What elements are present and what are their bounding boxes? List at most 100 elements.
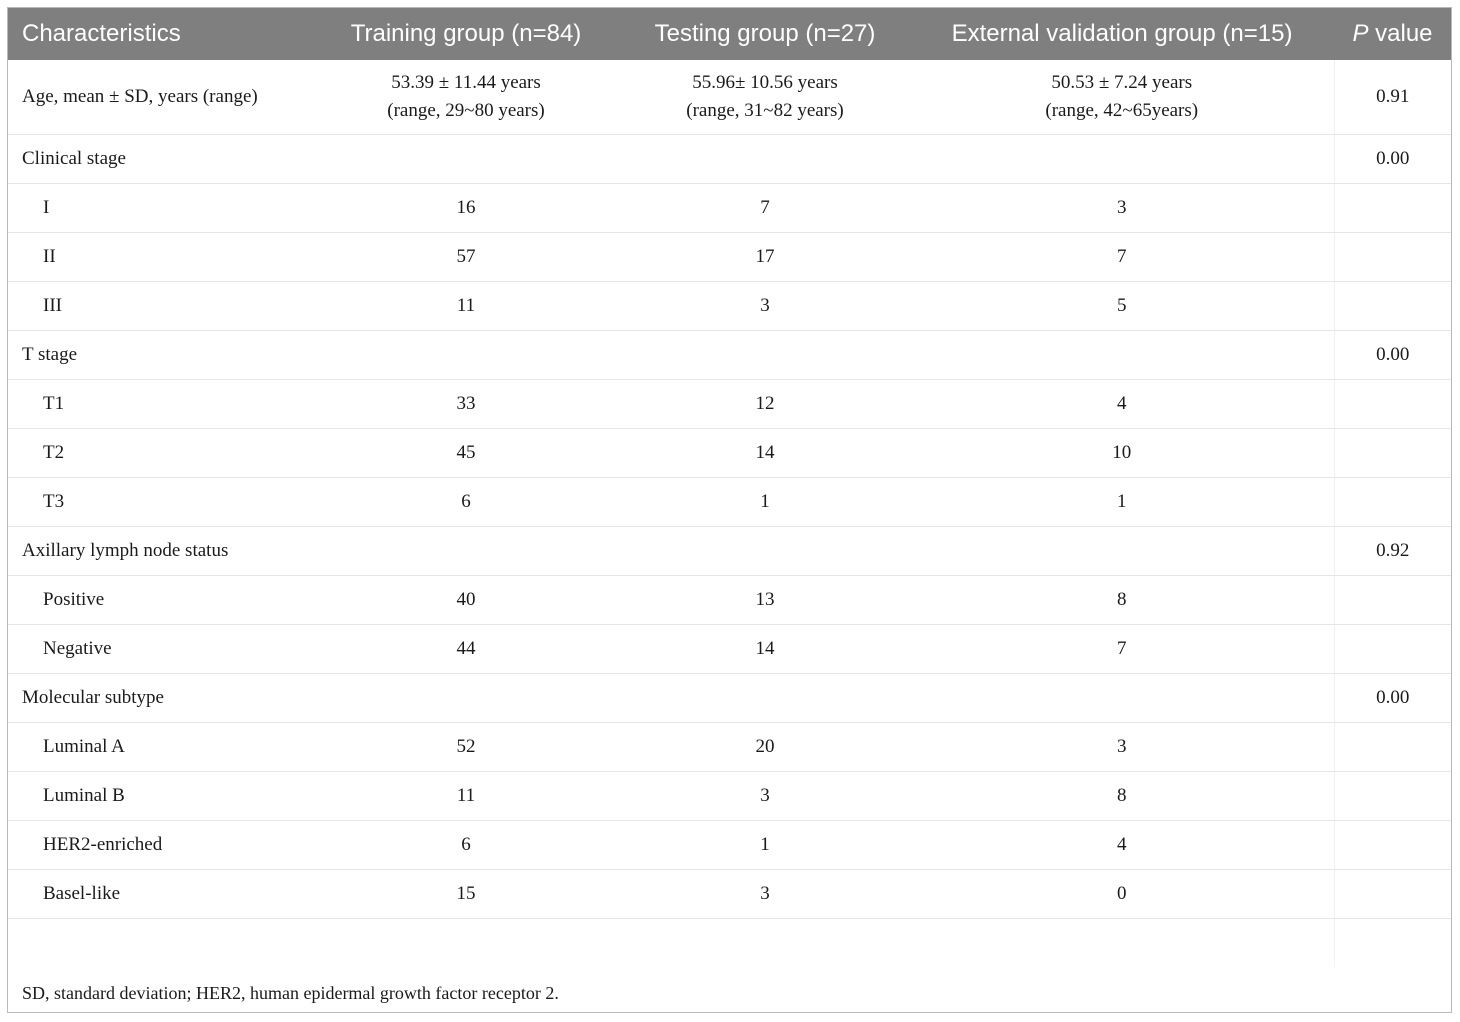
cell-testing: 20 [620, 722, 910, 772]
cell-testing: 3 [620, 771, 910, 821]
cell-training: 33 [312, 379, 620, 429]
cell-p-value [1333, 183, 1451, 233]
header-p-value: P value [1334, 8, 1451, 60]
row-label: Luminal A [8, 722, 312, 772]
cell-p-value [1333, 428, 1451, 478]
table-row: III 11 3 5 [8, 281, 1451, 331]
spacer-cell [910, 919, 1334, 968]
row-label: Clinical stage [8, 134, 312, 184]
cell-training [312, 134, 620, 184]
table-row: T1 33 12 4 [8, 379, 1451, 429]
cell-external: 10 [910, 428, 1334, 478]
table-row: T stage 0.00 [8, 330, 1451, 380]
cell-training: 45 [312, 428, 620, 478]
cell-external: 4 [910, 379, 1334, 429]
cell-testing [620, 134, 910, 184]
row-label: Axillary lymph node status [8, 526, 312, 576]
cell-p-value [1333, 232, 1451, 282]
cell-p-value: 0.00 [1333, 134, 1451, 184]
spacer-cell [1333, 918, 1451, 967]
spacer-cell [312, 919, 620, 968]
table-row-age: Age, mean ± SD, years (range) 53.39 ± 11… [8, 60, 1451, 135]
header-external-validation-group: External validation group (n=15) [910, 8, 1334, 60]
table-row: Negative 44 14 7 [8, 624, 1451, 674]
cell-training: 52 [312, 722, 620, 772]
cell-testing: 12 [620, 379, 910, 429]
cell-training: 11 [312, 281, 620, 331]
characteristics-table: Characteristics Training group (n=84) Te… [8, 8, 1451, 967]
cell-external: 8 [910, 575, 1334, 625]
cell-line: 53.39 ± 11.44 years [391, 72, 541, 93]
header-characteristics: Characteristics [8, 8, 312, 60]
cell-testing [620, 526, 910, 576]
cell-p-value [1333, 575, 1451, 625]
table-spacer-row [8, 918, 1451, 968]
cell-training: 16 [312, 183, 620, 233]
table-row: Molecular subtype 0.00 [8, 673, 1451, 723]
spacer-cell [8, 919, 312, 968]
table-row: Axillary lymph node status 0.92 [8, 526, 1451, 576]
header-training-group: Training group (n=84) [312, 8, 620, 60]
cell-p-value [1333, 869, 1451, 919]
cell-line: (range, 29~80 years) [387, 100, 545, 121]
cell-external: 5 [910, 281, 1334, 331]
cell-p-value [1333, 820, 1451, 870]
row-label: T1 [8, 379, 312, 429]
cell-external: 7 [910, 232, 1334, 282]
row-label: Positive [8, 575, 312, 625]
cell-testing: 55.96± 10.56 years (range, 31~82 years) [620, 60, 910, 135]
row-label: Basel-like [8, 869, 312, 919]
cell-training: 6 [312, 820, 620, 870]
table-row: II 57 17 7 [8, 232, 1451, 282]
cell-external [910, 673, 1334, 723]
spacer-cell [620, 919, 910, 968]
cell-external: 3 [910, 183, 1334, 233]
table-row: Luminal B 11 3 8 [8, 771, 1451, 821]
cell-line: (range, 31~82 years) [686, 100, 844, 121]
cell-testing: 3 [620, 281, 910, 331]
cell-external: 0 [910, 869, 1334, 919]
cell-training: 53.39 ± 11.44 years (range, 29~80 years) [312, 60, 620, 135]
table-row: T3 6 1 1 [8, 477, 1451, 527]
cell-line: 55.96± 10.56 years [692, 72, 838, 93]
cell-p-value [1333, 771, 1451, 821]
cell-training: 44 [312, 624, 620, 674]
cell-training: 40 [312, 575, 620, 625]
table-frame: Characteristics Training group (n=84) Te… [7, 7, 1452, 1013]
cell-p-value: 0.00 [1333, 673, 1451, 723]
table-row: HER2-enriched 6 1 4 [8, 820, 1451, 870]
cell-testing: 3 [620, 869, 910, 919]
row-label: I [8, 183, 312, 233]
cell-external: 1 [910, 477, 1334, 527]
row-label: Luminal B [8, 771, 312, 821]
cell-testing: 1 [620, 820, 910, 870]
cell-external: 7 [910, 624, 1334, 674]
table-row: Clinical stage 0.00 [8, 134, 1451, 184]
cell-p-value [1333, 379, 1451, 429]
cell-p-value [1333, 624, 1451, 674]
row-label: Negative [8, 624, 312, 674]
cell-testing: 17 [620, 232, 910, 282]
cell-p-value: 0.00 [1333, 330, 1451, 380]
cell-p-value [1333, 281, 1451, 331]
cell-external: 8 [910, 771, 1334, 821]
header-p-rest: value [1368, 20, 1433, 47]
row-label: II [8, 232, 312, 282]
cell-testing [620, 673, 910, 723]
cell-training: 15 [312, 869, 620, 919]
row-label: III [8, 281, 312, 331]
table-row: Basel-like 15 3 0 [8, 869, 1451, 919]
header-p-italic: P [1352, 20, 1369, 47]
cell-testing: 14 [620, 428, 910, 478]
table-row: Positive 40 13 8 [8, 575, 1451, 625]
cell-testing: 1 [620, 477, 910, 527]
cell-training [312, 330, 620, 380]
cell-training [312, 526, 620, 576]
cell-testing: 14 [620, 624, 910, 674]
cell-training [312, 673, 620, 723]
row-label: T stage [8, 330, 312, 380]
cell-external [910, 526, 1334, 576]
cell-training: 6 [312, 477, 620, 527]
row-label: T2 [8, 428, 312, 478]
cell-external: 4 [910, 820, 1334, 870]
